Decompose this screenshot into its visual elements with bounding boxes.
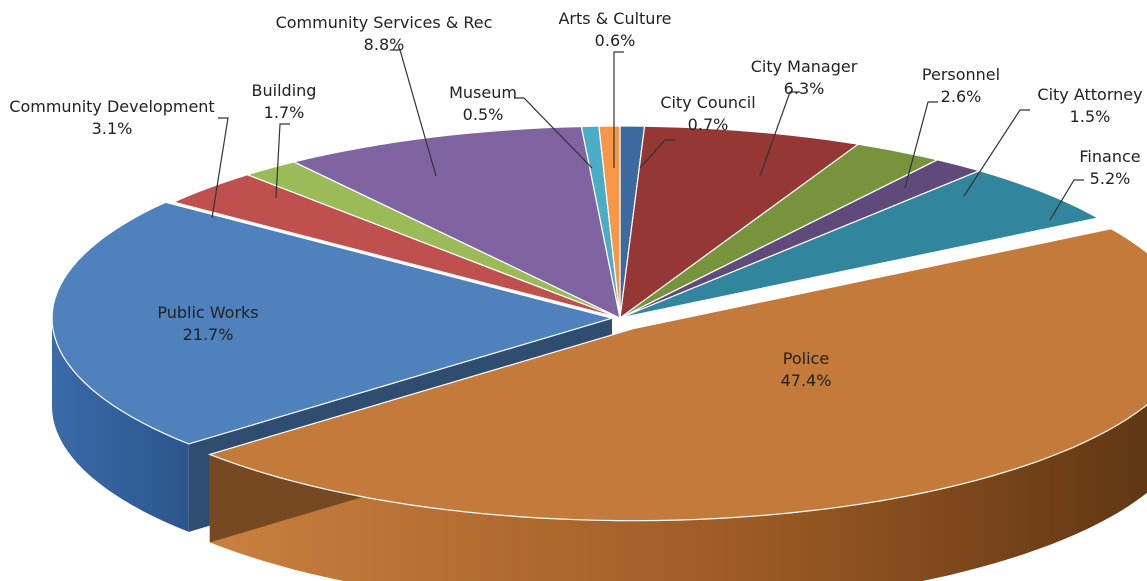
label-value-1: 6.3%: [784, 79, 825, 98]
label-value-4: 5.2%: [1090, 169, 1131, 188]
leader-line-4: [1049, 179, 1084, 221]
slice-side-6: [52, 318, 189, 532]
label-name-10: Museum: [449, 83, 517, 102]
label-value-6: 21.7%: [183, 325, 234, 344]
label-value-8: 1.7%: [264, 103, 305, 122]
label-value-5: 47.4%: [781, 371, 832, 390]
label-value-10: 0.5%: [463, 105, 504, 124]
label-name-3: City Attorney: [1037, 85, 1142, 104]
label-value-3: 1.5%: [1070, 107, 1111, 126]
label-name-8: Building: [252, 81, 317, 100]
pie-slices: [51, 125, 1147, 522]
label-name-4: Finance: [1079, 147, 1140, 166]
label-name-5: Police: [783, 349, 829, 368]
leader-line-3: [963, 109, 1030, 197]
leader-line-10: [514, 97, 593, 169]
label-name-2: Personnel: [922, 65, 1000, 84]
slice-1: [619, 125, 860, 320]
leader-lines: [211, 49, 1084, 221]
data-labels: City Council 0.7% City Manager 6.3% Personne…: [9, 9, 1142, 390]
label-value-2: 2.6%: [941, 87, 982, 106]
leader-line-7: [211, 117, 229, 219]
leader-line-9: [390, 49, 437, 177]
slice-side-5: [209, 404, 1147, 581]
leader-line-2: [904, 101, 938, 189]
slice-6: [51, 201, 615, 445]
label-name-0: City Council: [660, 93, 755, 112]
label-value-11: 0.6%: [595, 31, 636, 50]
slice-2: [619, 143, 940, 319]
slice-5: [207, 228, 1147, 522]
label-name-6: Public Works: [157, 303, 258, 322]
slice-11: [598, 125, 621, 319]
label-name-1: City Manager: [751, 57, 858, 76]
label-name-9: Community Services & Rec: [276, 13, 493, 32]
label-name-11: Arts & Culture: [558, 9, 671, 28]
leader-line-11: [613, 51, 624, 168]
leader-line-8: [275, 123, 290, 199]
label-value-9: 8.8%: [364, 35, 405, 54]
label-value-7: 3.1%: [92, 119, 133, 138]
slice-4: [619, 170, 1100, 319]
slice-7: [171, 174, 621, 319]
label-value-0: 0.7%: [688, 115, 729, 134]
leader-line-0: [639, 139, 675, 169]
leader-line-1: [759, 91, 800, 177]
slice-9: [292, 125, 621, 320]
label-name-7: Community Development: [9, 97, 214, 116]
